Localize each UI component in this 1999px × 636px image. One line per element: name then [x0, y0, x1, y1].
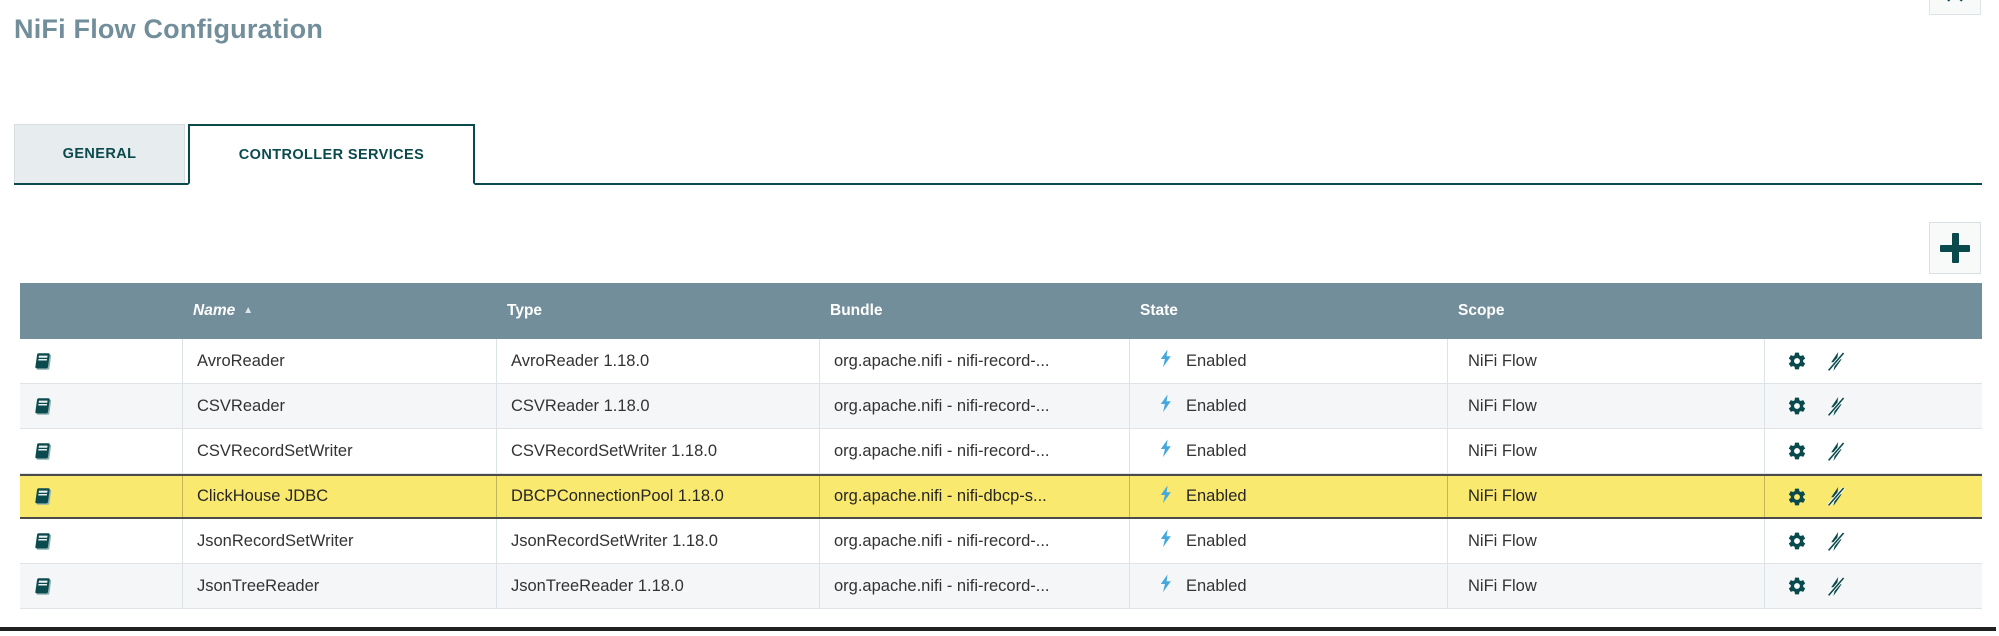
book-icon[interactable] — [34, 351, 54, 372]
configure-gear-icon[interactable] — [1787, 531, 1807, 551]
table-header-row: Name ▲ Type Bundle State Scope — [20, 283, 1982, 339]
book-icon[interactable] — [34, 396, 54, 417]
table-body: AvroReader AvroReader 1.18.0 org.apache.… — [20, 339, 1982, 609]
disable-flash-icon[interactable] — [1826, 531, 1846, 552]
cell-icon — [20, 564, 183, 608]
tab-controller-services-label: CONTROLLER SERVICES — [238, 146, 425, 163]
state-label: Enabled — [1186, 531, 1247, 550]
column-header-type[interactable]: Type — [507, 302, 543, 319]
book-icon[interactable] — [34, 486, 54, 507]
close-icon: ✕ — [1943, 0, 1966, 10]
cell-actions — [1765, 564, 1982, 608]
table-row[interactable]: AvroReader AvroReader 1.18.0 org.apache.… — [20, 339, 1982, 384]
cell-bundle: org.apache.nifi - nifi-record-... — [820, 339, 1130, 383]
cell-type: CSVRecordSetWriter 1.18.0 — [497, 429, 820, 473]
disable-flash-icon[interactable] — [1826, 441, 1846, 462]
cell-scope: NiFi Flow — [1448, 476, 1765, 517]
cell-name: JsonRecordSetWriter — [183, 519, 497, 563]
cell-icon — [20, 429, 183, 473]
table-row[interactable]: JsonRecordSetWriter JsonRecordSetWriter … — [20, 519, 1982, 564]
enabled-bolt-icon — [1158, 349, 1173, 373]
book-icon[interactable] — [34, 576, 54, 597]
state-label: Enabled — [1186, 396, 1247, 415]
column-header-bundle[interactable]: Bundle — [830, 302, 883, 319]
state-label: Enabled — [1186, 351, 1247, 370]
table-row[interactable]: CSVReader CSVReader 1.18.0 org.apache.ni… — [20, 384, 1982, 429]
cell-name: AvroReader — [183, 339, 497, 383]
page-title: NiFi Flow Configuration — [14, 14, 324, 44]
cell-state: Enabled — [1130, 429, 1448, 473]
cell-name: CSVRecordSetWriter — [183, 429, 497, 473]
column-header-name[interactable]: Name ▲ — [193, 302, 254, 319]
cell-icon — [20, 339, 183, 383]
add-controller-service-button[interactable] — [1929, 222, 1981, 274]
cell-name: ClickHouse JDBC — [183, 476, 497, 517]
cell-scope: NiFi Flow — [1448, 384, 1765, 428]
disable-flash-icon[interactable] — [1826, 576, 1846, 597]
table-row[interactable]: CSVRecordSetWriter CSVRecordSetWriter 1.… — [20, 429, 1982, 474]
configure-gear-icon[interactable] — [1787, 441, 1807, 461]
cell-bundle: org.apache.nifi - nifi-record-... — [820, 384, 1130, 428]
cell-scope: NiFi Flow — [1448, 564, 1765, 608]
state-label: Enabled — [1186, 576, 1247, 595]
configure-gear-icon[interactable] — [1787, 351, 1807, 371]
cell-actions — [1765, 519, 1982, 563]
enabled-bolt-icon — [1158, 394, 1173, 418]
cell-actions — [1765, 384, 1982, 428]
cell-bundle: org.apache.nifi - nifi-dbcp-s... — [820, 476, 1130, 517]
cell-actions — [1765, 339, 1982, 383]
dialog-bottom-border — [0, 627, 1996, 631]
state-label: Enabled — [1186, 487, 1247, 505]
cell-state: Enabled — [1130, 384, 1448, 428]
cell-scope: NiFi Flow — [1448, 339, 1765, 383]
cell-type: DBCPConnectionPool 1.18.0 — [497, 476, 820, 517]
cell-actions — [1765, 476, 1982, 517]
cell-icon — [20, 476, 183, 517]
configure-gear-icon[interactable] — [1787, 576, 1807, 596]
configure-gear-icon[interactable] — [1787, 487, 1807, 507]
cell-name: JsonTreeReader — [183, 564, 497, 608]
state-label: Enabled — [1186, 441, 1247, 460]
tab-general[interactable]: GENERAL — [14, 124, 185, 183]
cell-scope: NiFi Flow — [1448, 519, 1765, 563]
enabled-bolt-icon — [1158, 485, 1173, 509]
plus-icon — [1940, 233, 1970, 263]
controller-services-table: Name ▲ Type Bundle State Scope — [20, 283, 1982, 609]
cell-icon — [20, 384, 183, 428]
book-icon[interactable] — [34, 441, 54, 462]
cell-state: Enabled — [1130, 519, 1448, 563]
column-header-scope[interactable]: Scope — [1458, 302, 1505, 319]
close-button[interactable]: ✕ — [1929, 0, 1981, 15]
cell-type: CSVReader 1.18.0 — [497, 384, 820, 428]
disable-flash-icon[interactable] — [1826, 486, 1846, 507]
cell-state: Enabled — [1130, 476, 1448, 517]
cell-icon — [20, 519, 183, 563]
cell-bundle: org.apache.nifi - nifi-record-... — [820, 519, 1130, 563]
disable-flash-icon[interactable] — [1826, 351, 1846, 372]
cell-actions — [1765, 429, 1982, 473]
cell-type: JsonTreeReader 1.18.0 — [497, 564, 820, 608]
enabled-bolt-icon — [1158, 574, 1173, 598]
configure-gear-icon[interactable] — [1787, 396, 1807, 416]
enabled-bolt-icon — [1158, 529, 1173, 553]
cell-type: AvroReader 1.18.0 — [497, 339, 820, 383]
tab-bar: GENERAL CONTROLLER SERVICES — [14, 124, 1982, 185]
tab-controller-services[interactable]: CONTROLLER SERVICES — [188, 124, 475, 185]
table-row[interactable]: JsonTreeReader JsonTreeReader 1.18.0 org… — [20, 564, 1982, 609]
cell-name: CSVReader — [183, 384, 497, 428]
cell-bundle: org.apache.nifi - nifi-record-... — [820, 564, 1130, 608]
cell-state: Enabled — [1130, 339, 1448, 383]
disable-flash-icon[interactable] — [1826, 396, 1846, 417]
book-icon[interactable] — [34, 531, 54, 552]
cell-state: Enabled — [1130, 564, 1448, 608]
cell-bundle: org.apache.nifi - nifi-record-... — [820, 429, 1130, 473]
enabled-bolt-icon — [1158, 439, 1173, 463]
cell-scope: NiFi Flow — [1448, 429, 1765, 473]
cell-type: JsonRecordSetWriter 1.18.0 — [497, 519, 820, 563]
column-header-state[interactable]: State — [1140, 302, 1178, 319]
table-row[interactable]: ClickHouse JDBC DBCPConnectionPool 1.18.… — [20, 474, 1982, 519]
tab-general-label: GENERAL — [62, 146, 137, 162]
sort-ascending-icon: ▲ — [243, 304, 254, 316]
